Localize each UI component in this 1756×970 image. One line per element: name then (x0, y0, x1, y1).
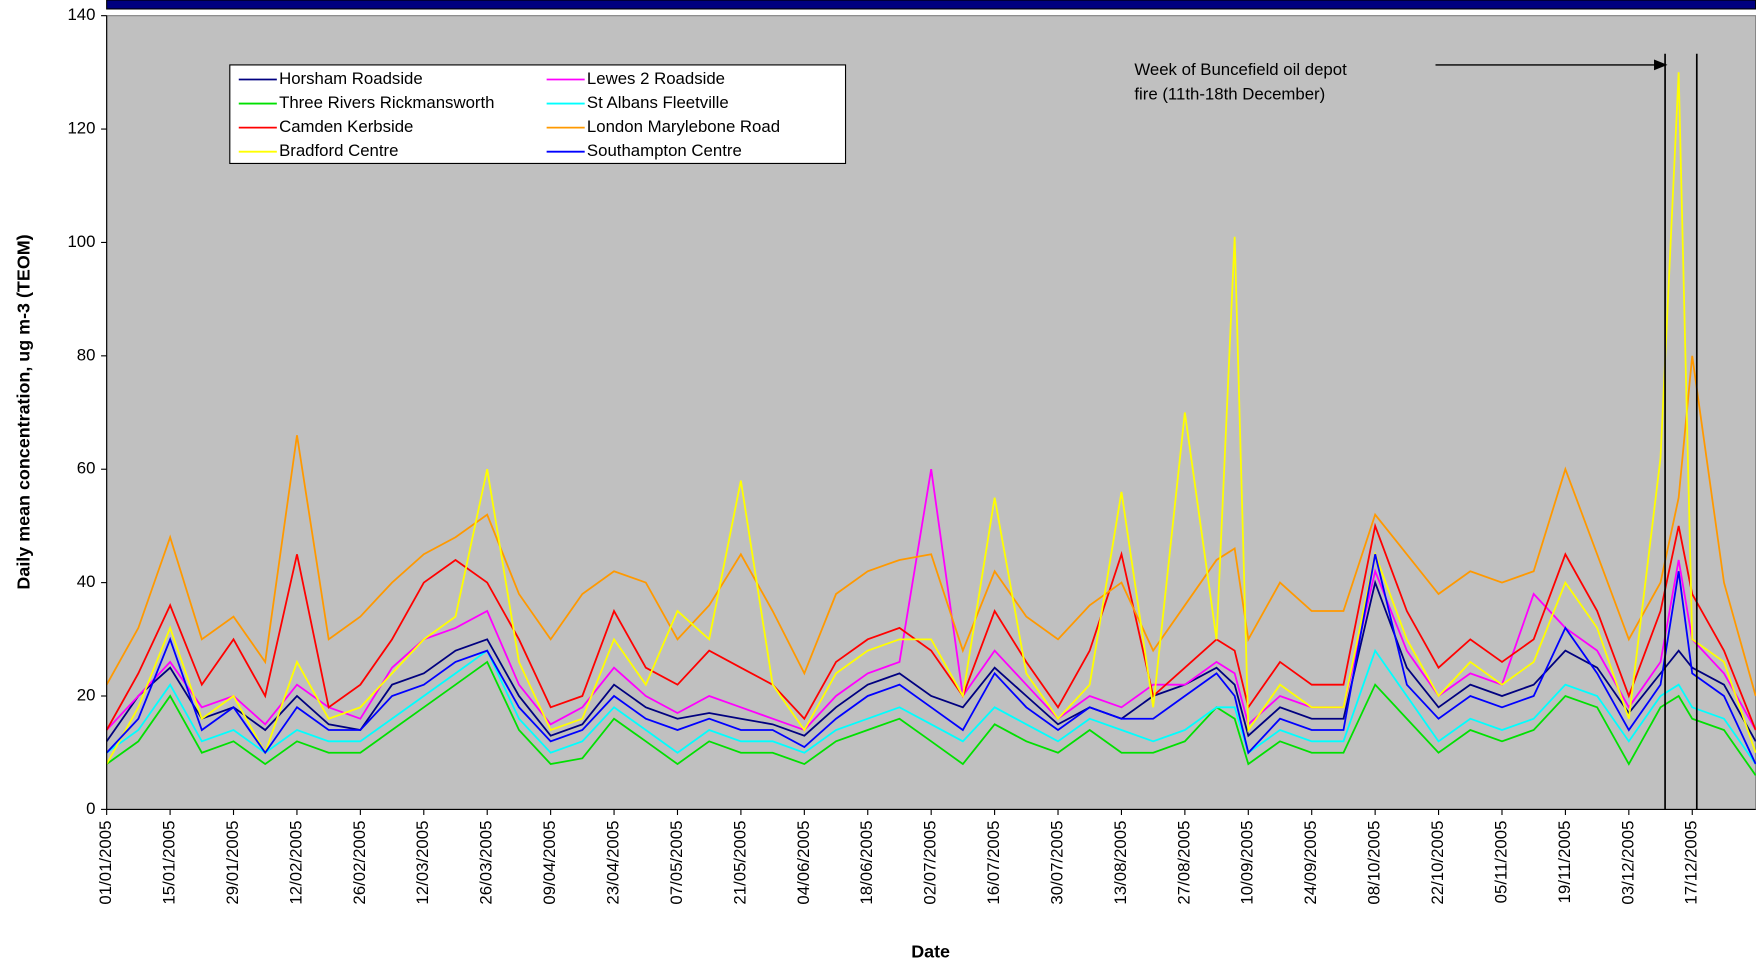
x-tick-label: 13/08/2005 (1111, 821, 1130, 905)
x-tick-label: 05/11/2005 (1491, 821, 1510, 904)
x-tick-label: 23/04/2005 (603, 821, 622, 905)
x-tick-label: 30/07/2005 (1047, 821, 1066, 905)
x-tick-label: 12/02/2005 (286, 821, 305, 905)
legend-label: Bradford Centre (279, 141, 398, 160)
series-line (106, 554, 1756, 765)
x-tick-label: 17/12/2005 (1682, 821, 1701, 905)
y-tick-label: 20 (77, 685, 96, 704)
series-line (105, 355, 1756, 697)
y-axis-title: Daily mean concentration, ug m-3 (TEOM) (14, 234, 34, 589)
x-tick-label: 21/05/2005 (730, 821, 749, 905)
annotation-text: fire (11th-18th December) (1134, 85, 1325, 104)
y-tick-label: 100 (67, 232, 95, 251)
y-tick-label: 60 (77, 459, 96, 478)
series-line (106, 648, 1756, 765)
series-line (105, 579, 1756, 742)
x-tick-label: 03/12/2005 (1618, 821, 1637, 905)
y-tick-label: 0 (86, 799, 95, 818)
legend-label: London Marylebone Road (587, 117, 780, 136)
series-line (105, 72, 1756, 765)
legend-label: St Albans Fleetville (587, 93, 729, 112)
x-tick-label: 01/01/2005 (96, 821, 115, 905)
y-tick-label: 120 (67, 118, 95, 137)
series-line (106, 660, 1756, 776)
legend-label: Horsham Roadside (279, 69, 423, 88)
y-tick-label: 80 (77, 345, 96, 364)
legend-label: Southampton Centre (587, 141, 742, 160)
x-tick-label: 15/01/2005 (160, 821, 179, 905)
header-bar (106, 0, 1756, 10)
annotation-text: Week of Buncefield oil depot (1134, 60, 1347, 79)
x-tick-label: 16/07/2005 (984, 821, 1003, 905)
x-tick-label: 26/02/2005 (350, 821, 369, 905)
x-tick-label: 18/06/2005 (857, 821, 876, 905)
x-tick-label: 10/09/2005 (1238, 821, 1257, 905)
y-tick-label: 40 (77, 572, 96, 591)
x-tick-label: 09/04/2005 (540, 821, 559, 905)
x-tick-label: 24/09/2005 (1301, 821, 1320, 905)
legend-label: Lewes 2 Roadside (587, 69, 725, 88)
x-tick-label: 07/05/2005 (667, 821, 686, 905)
x-tick-label: 27/08/2005 (1174, 821, 1193, 905)
legend-label: Three Rivers Rickmansworth (279, 93, 494, 112)
x-tick-label: 02/07/2005 (921, 821, 940, 905)
x-tick-label: 26/03/2005 (477, 821, 496, 905)
x-tick-label: 29/01/2005 (223, 821, 242, 905)
x-tick-label: 04/06/2005 (794, 821, 813, 905)
legend-label: Camden Kerbside (279, 117, 413, 136)
x-tick-label: 19/11/2005 (1555, 821, 1574, 904)
x-axis-title: Date (911, 941, 950, 961)
legend-box (229, 64, 847, 165)
x-tick-label: 22/10/2005 (1428, 821, 1447, 905)
x-tick-label: 12/03/2005 (413, 821, 432, 905)
y-tick-label: 140 (67, 5, 95, 24)
x-tick-label: 08/10/2005 (1365, 821, 1384, 905)
